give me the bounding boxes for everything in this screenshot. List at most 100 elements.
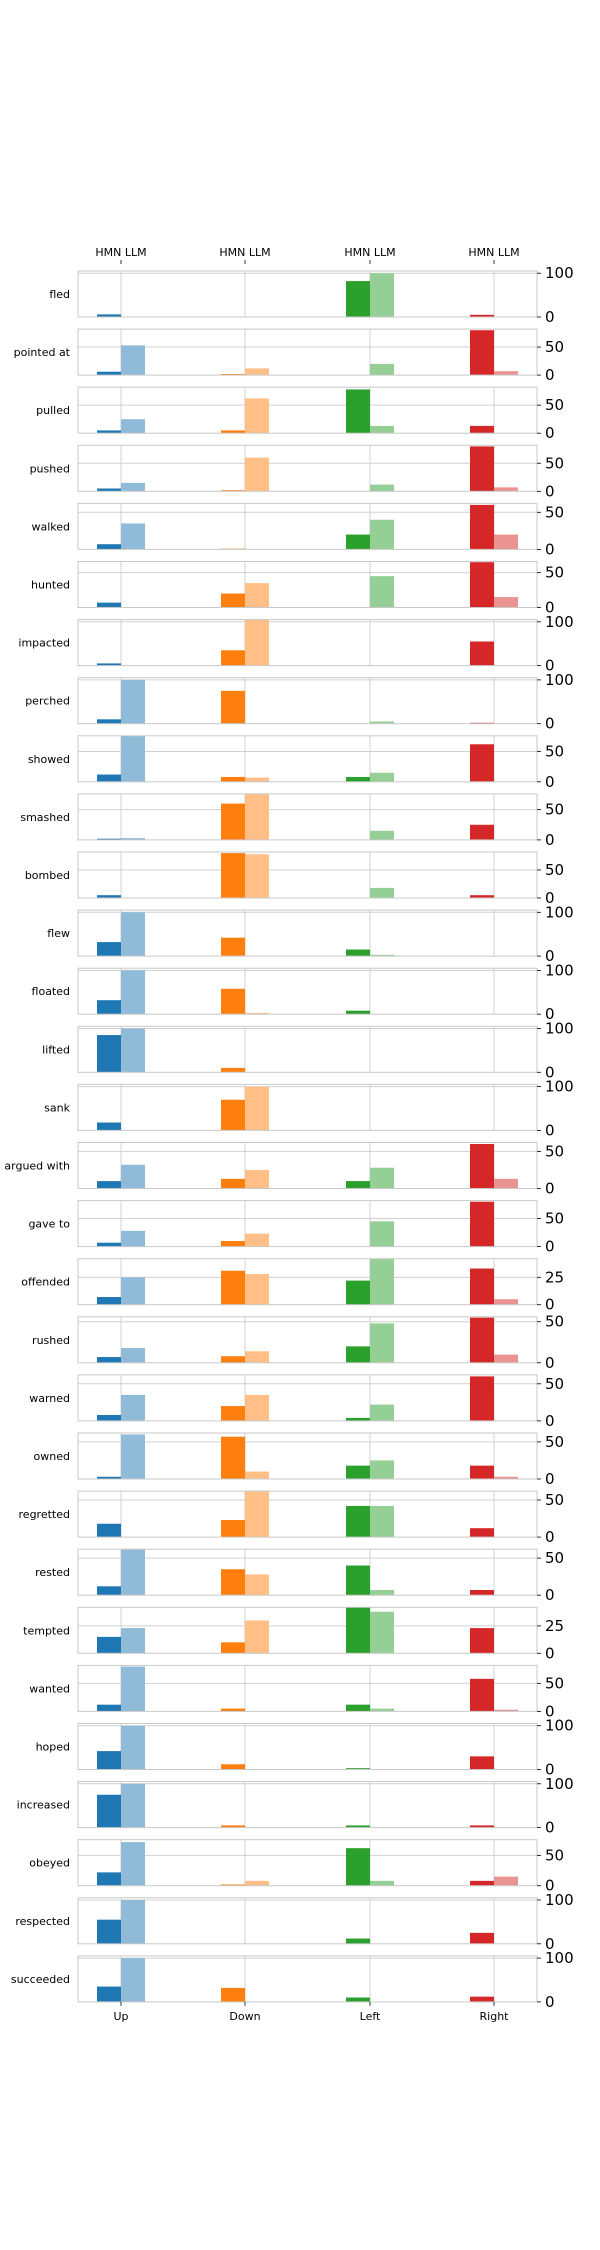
panel-frame [77, 1606, 538, 1654]
panel-frame [77, 1432, 538, 1480]
ytick-label-0: 0 [545, 1877, 555, 1895]
panel-frame [77, 502, 538, 550]
verb-label: fled [49, 288, 70, 301]
ytick-label-0: 0 [545, 715, 555, 733]
bar-hmn-right [470, 1880, 494, 1886]
verb-label: respected [15, 1915, 70, 1928]
ytick-label-0: 0 [545, 1528, 555, 1546]
bar-hmn-right [470, 1201, 494, 1247]
panel-pulled: 0 50 pulled [36, 386, 564, 442]
bar-hmn-left [346, 1848, 370, 1886]
panel-frame [77, 1781, 538, 1829]
bar-llm-right [494, 534, 518, 550]
bar-hmn-up [97, 314, 121, 317]
bar-hmn-right [470, 1376, 494, 1421]
bar-llm-left [370, 1460, 394, 1479]
bar-llm-left [370, 1221, 394, 1247]
ytick-label-25: 25 [545, 1268, 564, 1286]
bar-hmn-down [221, 1436, 245, 1479]
bar-hmn-left [346, 1607, 370, 1654]
bar-hmn-right [470, 1590, 494, 1596]
panel-argued-with: 0 50 argued with [4, 1142, 564, 1198]
ytick-label-100: 100 [545, 903, 574, 921]
panel-regretted: 0 50 regretted [19, 1490, 564, 1546]
panel-frame [77, 1490, 538, 1538]
bar-llm-left [370, 1167, 394, 1189]
ytick-label-0: 0 [545, 1296, 555, 1314]
ytick-label-50: 50 [545, 1674, 564, 1692]
ytick-label-50: 50 [545, 1142, 564, 1160]
bar-llm-up [121, 1666, 145, 1712]
ytick-label-0: 0 [545, 1586, 555, 1604]
bar-llm-up [121, 912, 145, 957]
panel-frame [77, 677, 538, 725]
bar-hmn-right [470, 1628, 494, 1654]
ytick-label-0: 0 [545, 308, 555, 326]
bar-hmn-up [97, 774, 121, 782]
bar-hmn-up [97, 1919, 121, 1944]
ytick-label-50: 50 [545, 1313, 564, 1331]
panel-pointed-at: 0 50 pointed at [14, 328, 564, 384]
bar-hmn-down [221, 853, 245, 898]
verb-label: lifted [42, 1043, 70, 1056]
bar-llm-right [494, 487, 518, 492]
verb-label: impacted [18, 637, 70, 650]
ytick-label-50: 50 [545, 1433, 564, 1451]
bar-llm-up [121, 1628, 145, 1654]
ytick-label-0: 0 [545, 1993, 555, 2011]
bar-hmn-up [97, 1357, 121, 1363]
bar-hmn-right [470, 562, 494, 608]
ytick-label-100: 100 [545, 1078, 574, 1096]
ytick-label-100: 100 [545, 671, 574, 689]
ytick-label-100: 100 [545, 264, 574, 282]
verb-label: owned [34, 1450, 70, 1463]
ytick-label-50: 50 [545, 396, 564, 414]
verb-label: regretted [19, 1508, 70, 1521]
bar-llm-left [370, 954, 394, 957]
bar-llm-up [121, 345, 145, 376]
bar-llm-up [121, 1842, 145, 1886]
ytick-label-100: 100 [545, 1775, 574, 1793]
panel-hunted: 0 50 hunted [31, 561, 564, 617]
bar-llm-right [494, 1178, 518, 1189]
bar-hmn-down [221, 1764, 245, 1770]
bar-hmn-down [221, 1520, 245, 1538]
ytick-label-25: 25 [545, 1617, 564, 1635]
ytick-label-100: 100 [545, 613, 574, 631]
panel-hoped: 0 100 hoped [36, 1717, 574, 1779]
ytick-label-0: 0 [545, 889, 555, 907]
bar-hmn-up [97, 1035, 121, 1073]
bar-hmn-up [97, 1414, 121, 1421]
bar-llm-down [245, 854, 269, 898]
bar-hmn-down [221, 1356, 245, 1363]
panel-frame [77, 444, 538, 492]
bar-hmn-down [221, 490, 245, 492]
bar-llm-left [370, 1258, 394, 1305]
bar-llm-left [370, 830, 394, 840]
verb-label: rushed [32, 1334, 70, 1347]
bar-hmn-up [97, 719, 121, 724]
bar-hmn-left [346, 1010, 370, 1015]
ytick-label-0: 0 [545, 1819, 555, 1837]
panel-offended: 0 25 offended [21, 1258, 564, 1314]
direction-label-down: Down [229, 2010, 260, 2023]
panel-frame [77, 735, 538, 783]
ytick-label-0: 0 [545, 657, 555, 675]
bar-llm-up [121, 1725, 145, 1770]
panel-smashed: 0 50 smashed [20, 793, 564, 849]
ytick-label-50: 50 [545, 801, 564, 819]
bar-hmn-down [221, 650, 245, 666]
bar-hmn-down [221, 1067, 245, 1073]
bar-llm-down [245, 793, 269, 840]
bar-llm-down [245, 1274, 269, 1305]
panel-owned: 0 50 owned [34, 1432, 564, 1488]
bar-hmn-down [221, 1825, 245, 1828]
ytick-label-0: 0 [545, 540, 555, 558]
verb-label: warned [29, 1392, 70, 1405]
bar-llm-left [370, 1505, 394, 1538]
bar-llm-right [494, 1299, 518, 1305]
bar-llm-down [245, 398, 269, 434]
ytick-label-100: 100 [545, 1949, 574, 1967]
bar-hmn-left [346, 1997, 370, 2002]
series-label-right: HMN LLM [468, 246, 519, 259]
